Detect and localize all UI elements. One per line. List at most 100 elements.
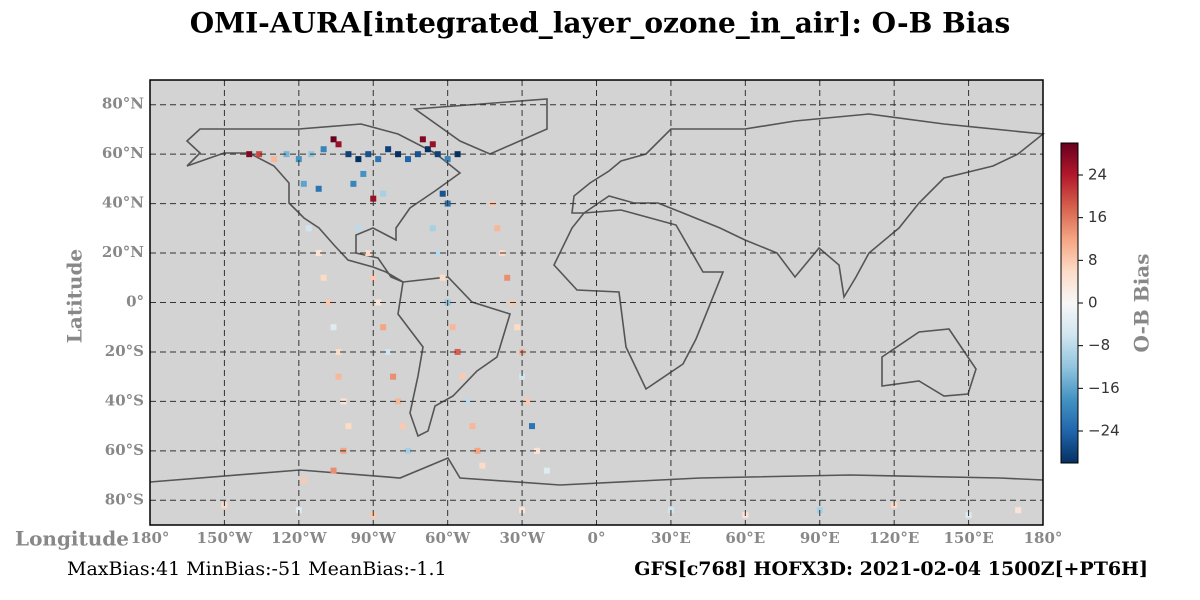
data-cell — [375, 156, 382, 163]
data-cell — [454, 348, 461, 355]
x-tick-label: 180° — [131, 529, 170, 547]
data-cell — [514, 324, 521, 331]
data-cell — [330, 136, 337, 143]
data-cell — [400, 423, 407, 430]
data-cell — [256, 151, 263, 158]
data-cell — [494, 225, 501, 232]
data-cell — [271, 156, 278, 163]
y-axis-label: Latitude — [63, 249, 87, 343]
colorbar-label: O-B Bias — [1130, 253, 1154, 352]
data-cell — [385, 146, 392, 153]
chart-title: OMI-AURA[integrated_layer_ozone_in_air]:… — [190, 7, 1011, 40]
colorbar-tick-label: 8 — [1088, 251, 1098, 269]
y-tick-label: 60°S — [105, 441, 144, 459]
x-tick-label: 60°W — [425, 529, 471, 547]
footer: GFS[c768] HOFX3D: 2021-02-04 1500Z[+PT6H… — [634, 558, 1148, 580]
data-cell — [246, 151, 253, 158]
data-cell — [283, 151, 290, 158]
data-cell — [390, 373, 397, 380]
colorbar-tick-label: 24 — [1088, 166, 1107, 184]
data-cell — [404, 447, 411, 454]
data-cell — [385, 348, 392, 355]
x-tick-label: 30°W — [499, 529, 545, 547]
data-cell — [533, 447, 540, 454]
data-cell — [459, 373, 466, 380]
data-cell — [335, 141, 342, 148]
data-cell — [345, 423, 352, 430]
data-cell — [404, 156, 411, 163]
data-cell — [370, 274, 377, 281]
colorbar-tick-label: 16 — [1088, 208, 1107, 226]
data-cell — [464, 398, 471, 405]
data-cell — [350, 180, 357, 187]
data-cell — [355, 225, 362, 232]
x-tick-label: 90°W — [351, 529, 397, 547]
data-cell — [519, 373, 526, 380]
x-axis-label: Longitude — [15, 527, 129, 551]
data-cell — [439, 190, 446, 197]
data-cell — [419, 136, 426, 143]
data-cell — [543, 467, 550, 474]
data-cell — [469, 423, 476, 430]
data-cell — [504, 274, 511, 281]
data-cell — [300, 477, 307, 484]
data-cell — [345, 151, 352, 158]
y-tick-label: 20°S — [105, 342, 144, 360]
data-cell — [380, 190, 387, 197]
data-cell — [1015, 507, 1022, 514]
data-cell — [474, 447, 481, 454]
data-cell — [454, 151, 461, 158]
stats: MaxBias:41 MinBias:-51 MeanBias:-1.1 — [67, 558, 447, 580]
data-cell — [429, 141, 436, 148]
data-cell — [330, 467, 337, 474]
data-cell — [320, 274, 327, 281]
y-tick-label: 40°S — [105, 391, 144, 409]
data-cell — [360, 170, 367, 177]
data-cell — [365, 151, 372, 158]
data-cell — [449, 324, 456, 331]
x-tick-label: 90°E — [800, 529, 840, 547]
data-cell — [380, 324, 387, 331]
x-tick-label: 0° — [588, 529, 606, 547]
x-tick-label: 120°W — [271, 529, 328, 547]
x-tick-label: 30°E — [651, 529, 691, 547]
colorbar-tick-label: −24 — [1088, 422, 1120, 440]
data-cell — [439, 274, 446, 281]
data-cell — [395, 398, 402, 405]
x-tick-label: 150°W — [197, 529, 254, 547]
y-tick-label: 40°N — [102, 194, 144, 212]
data-cell — [365, 250, 372, 257]
data-cell — [524, 398, 531, 405]
data-cell — [335, 348, 342, 355]
coastlines — [149, 98, 1046, 486]
map-frame — [149, 79, 1044, 526]
colorbar-tick-label: −8 — [1088, 336, 1110, 354]
data-cell — [375, 299, 382, 306]
data-cell — [325, 299, 332, 306]
y-tick-label: 0° — [126, 293, 144, 311]
x-tick-label: 120°E — [869, 529, 919, 547]
colorbar-tick-label: −16 — [1088, 379, 1120, 397]
data-cell — [395, 151, 402, 158]
data-cell — [335, 373, 342, 380]
data-cell — [320, 146, 327, 153]
data-cell — [444, 156, 451, 163]
data-cell — [529, 423, 536, 430]
data-cell — [315, 250, 322, 257]
y-tick-label: 20°N — [102, 243, 144, 261]
data-cell — [300, 180, 307, 187]
data-cell — [479, 462, 486, 469]
x-tick-label: 60°E — [725, 529, 765, 547]
data-cell — [330, 324, 337, 331]
data-cell — [424, 146, 431, 153]
data-cell — [370, 195, 377, 202]
x-tick-label: 150°E — [943, 529, 993, 547]
y-tick-label: 80°S — [105, 490, 144, 508]
y-tick-label: 60°N — [102, 144, 144, 162]
data-cell — [315, 185, 322, 192]
x-tick-label: 180° — [1024, 529, 1063, 547]
data-cell — [434, 151, 441, 158]
data-cell — [305, 225, 312, 232]
data-cell — [355, 156, 362, 163]
